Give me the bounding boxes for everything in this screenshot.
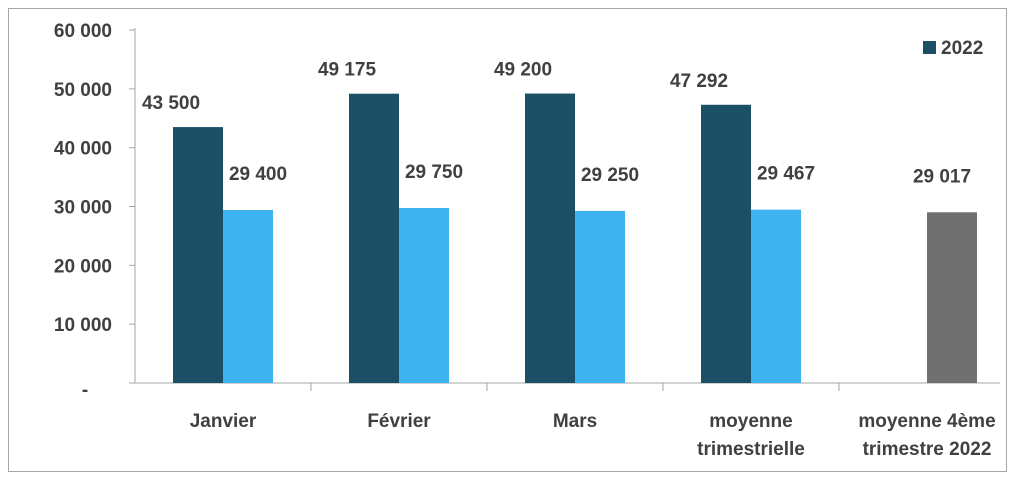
- data-label: 43 500: [142, 93, 200, 114]
- x-tick-label: moyenne 4ème trimestre 2022: [858, 411, 995, 460]
- bar-series-2: [223, 210, 273, 383]
- bar-series-2022: [701, 104, 751, 383]
- data-label: 47 292: [670, 71, 728, 92]
- x-tick-label: Janvier: [190, 411, 257, 432]
- data-label: 29 400: [229, 164, 287, 185]
- x-tick-label-line: trimestrielle: [697, 439, 805, 460]
- bar-series-2: [399, 207, 449, 383]
- data-label: 49 175: [318, 60, 377, 81]
- x-tick-label-line: Février: [367, 411, 431, 432]
- bar-series-2022: [173, 127, 223, 383]
- y-tick-label: 20 000: [54, 256, 112, 277]
- x-tick-label-line: Janvier: [190, 411, 257, 432]
- y-tick-label: 40 000: [54, 139, 112, 160]
- legend-swatch-2022: [923, 41, 936, 54]
- bar-series-2022: [349, 93, 399, 384]
- y-tick-label: -: [82, 380, 88, 401]
- data-label: 29 750: [405, 162, 463, 183]
- x-tick-label-line: moyenne: [709, 411, 792, 432]
- data-label: 29 017: [913, 166, 971, 187]
- x-tick-label-line: moyenne 4ème: [858, 411, 995, 432]
- x-tick-label: Février: [367, 411, 431, 432]
- y-tick-label: 50 000: [54, 80, 112, 101]
- bar-series-2: [575, 210, 625, 383]
- x-tick-label-line: Mars: [553, 411, 597, 432]
- x-tick-label-line: trimestre 2022: [863, 439, 992, 460]
- legend-label-2022: 2022: [941, 38, 983, 59]
- bar-series-2: [751, 209, 801, 383]
- data-label: 29 250: [581, 165, 639, 186]
- y-tick-label: 60 000: [54, 21, 112, 42]
- x-tick-label: Mars: [553, 411, 597, 432]
- y-tick-label: 10 000: [54, 315, 112, 336]
- y-tick-label: 30 000: [54, 198, 112, 219]
- data-label: 49 200: [494, 60, 552, 81]
- bar-series-2022: [525, 93, 575, 383]
- data-label: 29 467: [757, 164, 815, 185]
- bar-series-3: [927, 212, 977, 383]
- x-tick-label: moyenne trimestrielle: [697, 411, 805, 460]
